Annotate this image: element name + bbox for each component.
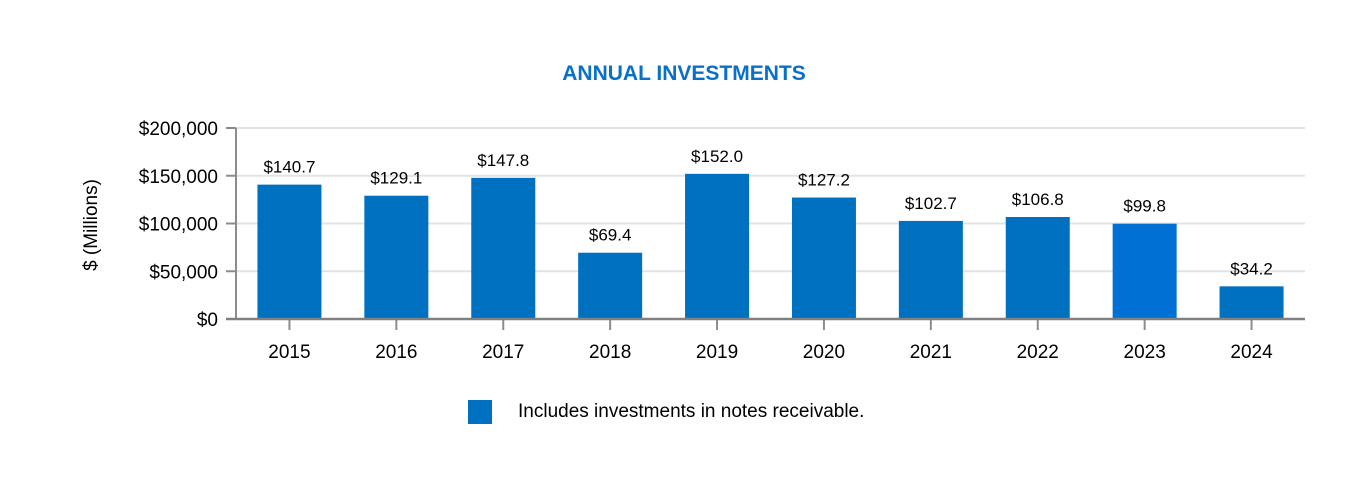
x-tick-label-2018: 2018 (589, 342, 631, 363)
y-axis-title: $ (Millions) (81, 179, 102, 271)
y-tick-label: $150,000 (139, 167, 218, 188)
x-tick-label-2022: 2022 (1017, 342, 1059, 363)
x-tick-label-2017: 2017 (482, 342, 524, 363)
bar-2016 (364, 195, 429, 319)
x-tick-label-2020: 2020 (803, 342, 845, 363)
data-label-2021: $102.7 (905, 194, 957, 213)
chart-title: ANNUAL INVESTMENTS (562, 62, 806, 85)
bar-2023 (1112, 223, 1177, 319)
x-tick-label-2024: 2024 (1230, 342, 1273, 363)
data-label-2023: $99.8 (1123, 197, 1166, 216)
y-tick-label: $100,000 (139, 215, 218, 236)
bar-2022 (1005, 217, 1070, 319)
data-label-2017: $147.8 (477, 151, 529, 170)
bar-2024 (1219, 286, 1284, 319)
bar-2018 (578, 252, 643, 319)
bar-2019 (685, 173, 750, 319)
data-label-2019: $152.0 (691, 147, 743, 166)
y-tick-label: $0 (197, 310, 218, 331)
x-tick-label-2023: 2023 (1124, 342, 1166, 363)
x-tick-label-2021: 2021 (910, 342, 952, 363)
x-tick-label-2015: 2015 (268, 342, 310, 363)
bar-2017 (471, 177, 536, 319)
bar-2015 (257, 184, 322, 319)
legend-label: Includes investments in notes receivable… (518, 401, 865, 422)
x-tick-label-2016: 2016 (375, 342, 417, 363)
data-label-2016: $129.1 (370, 169, 422, 188)
x-tick-label-2019: 2019 (696, 342, 738, 363)
legend: Includes investments in notes receivable… (468, 400, 864, 424)
legend-swatch (468, 400, 492, 424)
data-label-2022: $106.8 (1012, 190, 1064, 209)
data-label-2018: $69.4 (589, 226, 632, 245)
data-label-2024: $34.2 (1230, 259, 1273, 278)
bar-2021 (898, 220, 963, 319)
y-tick-label: $50,000 (149, 262, 218, 283)
data-label-2020: $127.2 (798, 171, 850, 190)
y-tick-label: $200,000 (139, 119, 218, 140)
data-label-2015: $140.7 (263, 158, 315, 177)
bar-2020 (791, 197, 856, 319)
